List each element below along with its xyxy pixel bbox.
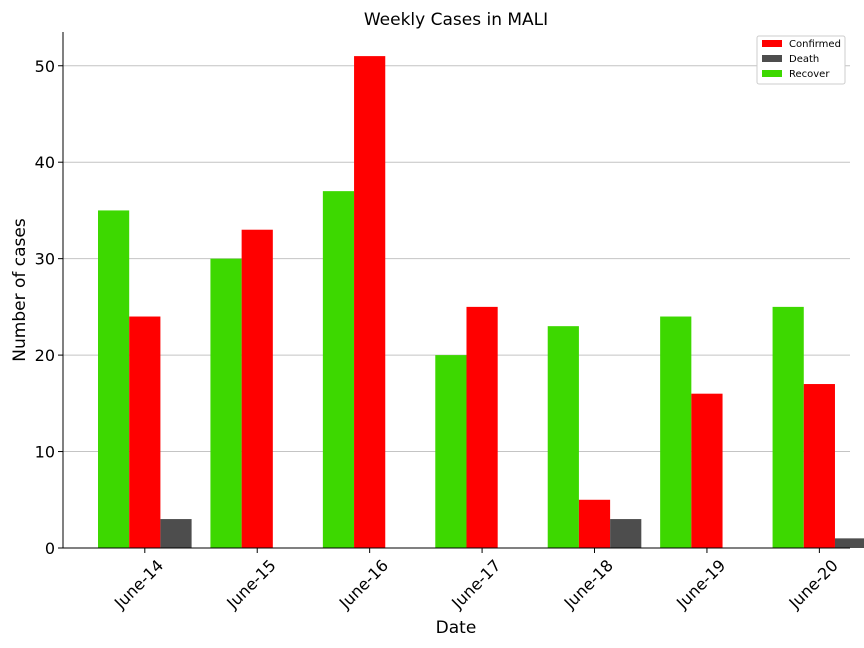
x-axis-label: Date bbox=[436, 618, 477, 638]
y-tick-label: 20 bbox=[35, 346, 55, 365]
x-tick-label: June-16 bbox=[335, 556, 392, 613]
y-tick-label: 0 bbox=[45, 539, 55, 558]
chart-title: Weekly Cases in MALI bbox=[364, 10, 548, 30]
bar-confirmed bbox=[691, 393, 723, 548]
bar-death bbox=[610, 519, 642, 548]
bars bbox=[98, 56, 864, 549]
y-tick-label: 10 bbox=[35, 443, 55, 462]
y-tick-label: 50 bbox=[35, 57, 55, 76]
legend-swatch-death bbox=[762, 55, 782, 62]
legend-swatch-confirmed bbox=[762, 40, 782, 47]
x-tick-label: June-19 bbox=[672, 556, 729, 613]
bar-confirmed bbox=[578, 499, 611, 548]
bar-death bbox=[834, 538, 864, 548]
x-tick-label: June-17 bbox=[447, 556, 504, 613]
x-tick-label: June-15 bbox=[222, 556, 279, 613]
bar-recover bbox=[660, 316, 692, 548]
bar-confirmed bbox=[803, 384, 835, 548]
y-tick-label: 40 bbox=[35, 153, 55, 172]
x-tick-label: June-18 bbox=[560, 556, 617, 613]
bar-recover bbox=[322, 191, 355, 548]
bar-death bbox=[160, 519, 192, 548]
legend: Confirmed Death Recover bbox=[756, 35, 846, 85]
y-tick-label: 30 bbox=[35, 250, 55, 269]
bar-recover bbox=[772, 306, 804, 548]
bar-recover bbox=[435, 355, 467, 548]
legend-label-death: Death bbox=[789, 54, 819, 65]
x-tick-label: June-20 bbox=[784, 556, 841, 613]
bar-recover bbox=[98, 210, 130, 548]
legend-swatch-recover bbox=[762, 70, 782, 77]
x-tick-label: June-14 bbox=[110, 556, 167, 613]
axes bbox=[62, 32, 850, 549]
y-ticks: 0 10 20 30 40 50 bbox=[35, 57, 63, 558]
bar-confirmed bbox=[241, 229, 273, 549]
bar-recover bbox=[547, 326, 579, 548]
bar-confirmed bbox=[466, 306, 498, 548]
bar-recover bbox=[210, 258, 242, 548]
y-axis-label: Number of cases bbox=[10, 218, 30, 362]
bar-confirmed bbox=[129, 316, 161, 548]
bar-confirmed bbox=[354, 56, 386, 548]
legend-label-recover: Recover bbox=[789, 69, 830, 80]
legend-label-confirmed: Confirmed bbox=[789, 39, 841, 50]
x-ticks: June-14 June-15 June-16 June-17 June-18 June-… bbox=[110, 548, 842, 613]
